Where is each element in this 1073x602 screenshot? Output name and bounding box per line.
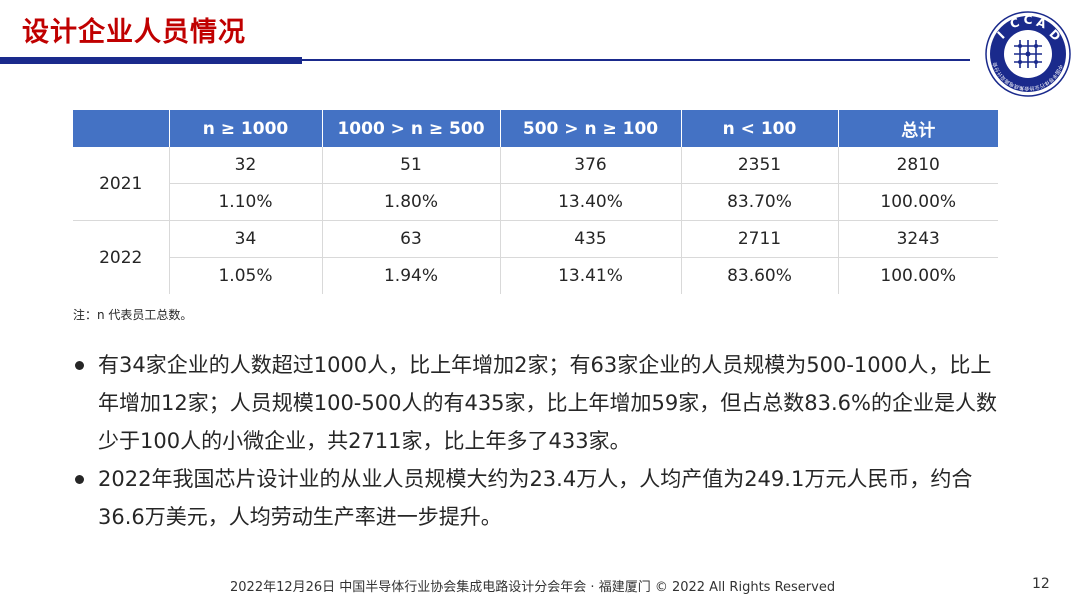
personnel-table: n ≥ 1000 1000 > n ≥ 500 500 > n ≥ 100 n … (73, 110, 998, 294)
bullet-item: 有34家企业的人数超过1000人，比上年增加2家；有63家企业的人员规模为500… (72, 346, 1007, 460)
table-header-cell: n ≥ 1000 (168, 110, 322, 147)
table-cell: 83.70% (680, 183, 838, 221)
table-cell: 1.05% (168, 257, 322, 294)
table-header-cell: 1000 > n ≥ 500 (321, 110, 500, 147)
table-cell: 100.00% (837, 257, 998, 294)
year-cell: 2022 (99, 247, 143, 268)
title-underline-thick (0, 57, 302, 64)
table-row: 2021 32 51 376 2351 2810 (73, 147, 998, 221)
table-header-row: n ≥ 1000 1000 > n ≥ 500 500 > n ≥ 100 n … (73, 110, 998, 147)
table-cell: 435 (499, 220, 681, 258)
table-cell: 1.10% (168, 183, 322, 221)
bullet-item: 2022年我国芯片设计业的从业人员规模大约为23.4万人，人均产值为249.1万… (72, 460, 1007, 536)
table-header-cell: 总计 (837, 110, 998, 147)
bullet-dot-icon (75, 361, 84, 370)
table-cell: 2711 (680, 220, 838, 258)
table-cell: 100.00% (837, 183, 998, 221)
table-cell: 13.40% (499, 183, 681, 221)
table-cell: 34 (168, 220, 322, 258)
table-cell: 2810 (837, 147, 998, 184)
iccad-logo: I C C A D 中国半导体行业协会集成电路设计分会 (985, 11, 1071, 97)
table-row: 1.05% 1.94% 13.41% 83.60% 100.00% (73, 257, 998, 294)
table-header-cell (73, 110, 169, 147)
year-cell: 2021 (73, 147, 169, 221)
table-cell: 1.94% (321, 257, 500, 294)
slide-footer: 2022年12月26日 中国半导体行业协会集成电路设计分会年会 · 福建厦门 ©… (230, 580, 836, 595)
table-cell: 1.80% (321, 183, 500, 221)
title-underline-thin (302, 59, 970, 61)
bullet-text: 有34家企业的人数超过1000人，比上年增加2家；有63家企业的人员规模为500… (98, 353, 997, 453)
table-cell: 376 (499, 147, 681, 184)
table-cell: 3243 (837, 220, 998, 258)
table-cell: 63 (321, 220, 500, 258)
table-header-cell: n < 100 (680, 110, 838, 147)
bullet-dot-icon (75, 475, 84, 484)
slide-title: 设计企业人员情况 (22, 17, 246, 48)
bullet-text: 2022年我国芯片设计业的从业人员规模大约为23.4万人，人均产值为249.1万… (98, 467, 973, 529)
page-number: 12 (1032, 576, 1050, 592)
table-cell: 51 (321, 147, 500, 184)
table-row: 1.10% 1.80% 13.40% 83.70% 100.00% (73, 183, 998, 221)
table-cell: 2351 (680, 147, 838, 184)
table-row: 2022 34 63 435 2711 3243 (73, 220, 998, 268)
table-header-cell: 500 > n ≥ 100 (499, 110, 681, 147)
table-cell: 13.41% (499, 257, 681, 294)
table-cell: 32 (168, 147, 322, 184)
bullet-list: 有34家企业的人数超过1000人，比上年增加2家；有63家企业的人员规模为500… (72, 346, 1007, 536)
svg-text:C: C (1024, 13, 1033, 27)
table-note: 注：n 代表员工总数。 (73, 308, 193, 322)
table-cell: 83.60% (680, 257, 838, 294)
